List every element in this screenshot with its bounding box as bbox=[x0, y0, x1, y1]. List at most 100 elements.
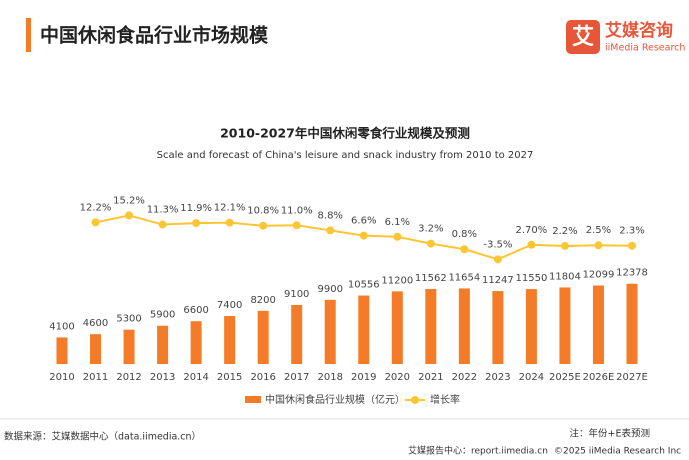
growth-label: 12.2% bbox=[80, 202, 112, 213]
x-tick-label: 2027E bbox=[616, 372, 648, 383]
growth-label: 2.2% bbox=[552, 226, 577, 237]
growth-point bbox=[594, 241, 603, 250]
bar-label: 7400 bbox=[217, 300, 242, 311]
legend-label: 增长率 bbox=[430, 393, 460, 406]
growth-point bbox=[292, 221, 301, 230]
chart-subtitle: Scale and forecast of China's leisure an… bbox=[157, 150, 534, 161]
growth-label: 10.8% bbox=[247, 206, 279, 217]
bar bbox=[123, 329, 135, 364]
growth-point bbox=[560, 241, 569, 250]
x-tick-label: 2012 bbox=[116, 372, 141, 383]
growth-label: -3.5% bbox=[483, 239, 512, 250]
x-tick-label: 2013 bbox=[150, 372, 175, 383]
bar-label: 5300 bbox=[116, 314, 141, 325]
logo-icon bbox=[566, 20, 600, 54]
growth-label: 12.1% bbox=[214, 203, 246, 214]
x-tick-label: 2022 bbox=[452, 372, 477, 383]
report: 艾媒报告中心：report.iimedia.cn bbox=[408, 445, 548, 457]
x-tick-label: 2011 bbox=[83, 372, 108, 383]
x-tick-label: 2023 bbox=[485, 372, 510, 383]
bar bbox=[458, 288, 470, 364]
growth-label: 15.2% bbox=[113, 195, 145, 206]
bar-label: 11550 bbox=[516, 273, 548, 284]
x-tick-label: 2024 bbox=[519, 372, 544, 383]
bar-label: 4600 bbox=[83, 318, 108, 329]
x-tick-label: 2014 bbox=[183, 372, 208, 383]
growth-label: 3.2% bbox=[418, 224, 443, 235]
bar bbox=[525, 289, 537, 364]
bar bbox=[324, 299, 336, 364]
x-tick-label: 2020 bbox=[385, 372, 410, 383]
growth-label: 11.3% bbox=[147, 205, 179, 216]
note: 注：年份+E表预测 bbox=[570, 428, 650, 440]
x-tick-label: 2019 bbox=[351, 372, 376, 383]
growth-point bbox=[192, 219, 201, 228]
bar bbox=[391, 291, 403, 364]
bar-label: 9900 bbox=[318, 284, 343, 295]
growth-label: 6.6% bbox=[351, 216, 376, 227]
legend-label: 中国休闲食品行业规模（亿元） bbox=[265, 393, 405, 406]
logo-mark: 艾 bbox=[572, 25, 594, 50]
growth-label: 2.5% bbox=[586, 225, 611, 236]
growth-label: 2.70% bbox=[516, 225, 548, 236]
bar bbox=[190, 321, 202, 364]
bar-label: 9100 bbox=[284, 289, 309, 300]
bar-label: 4100 bbox=[49, 321, 74, 332]
x-tick-label: 2021 bbox=[418, 372, 443, 383]
bar bbox=[592, 285, 604, 364]
bar-label: 12378 bbox=[616, 268, 648, 279]
legend-swatch bbox=[245, 396, 261, 403]
bar-label: 11804 bbox=[549, 271, 581, 282]
bar bbox=[157, 325, 169, 364]
logo-en: iiMedia Research bbox=[605, 43, 685, 54]
bar-label: 11562 bbox=[415, 273, 447, 284]
bar-label: 6600 bbox=[183, 305, 208, 316]
x-tick-label: 2018 bbox=[318, 372, 343, 383]
bar bbox=[492, 291, 504, 364]
growth-point bbox=[527, 240, 536, 249]
growth-point bbox=[259, 221, 268, 230]
growth-point bbox=[326, 226, 335, 235]
growth-label: 8.8% bbox=[318, 210, 343, 221]
bar-label: 8200 bbox=[250, 295, 275, 306]
bar-label: 11200 bbox=[381, 275, 413, 286]
growth-point bbox=[125, 211, 134, 220]
bar bbox=[291, 304, 303, 364]
bar bbox=[90, 334, 102, 364]
growth-point bbox=[225, 218, 234, 227]
bar bbox=[224, 316, 236, 364]
source: 数据来源：艾媒数据中心（data.iimedia.cn） bbox=[4, 431, 201, 443]
bar bbox=[626, 283, 638, 364]
logo-name: 艾媒咨询 bbox=[605, 20, 673, 41]
legend-swatch bbox=[411, 396, 419, 404]
chart-title: 2010-2027年中国休闲零食行业规模及预测 bbox=[220, 126, 470, 141]
bar-label: 12099 bbox=[583, 270, 615, 281]
copyright: ©2025 iiMedia Research Inc bbox=[554, 447, 681, 457]
x-tick-label: 2016 bbox=[250, 372, 275, 383]
bar bbox=[425, 289, 437, 364]
growth-point bbox=[91, 218, 100, 227]
growth-point bbox=[426, 239, 435, 248]
growth-label: 11.0% bbox=[281, 205, 313, 216]
growth-point bbox=[359, 231, 368, 240]
bar bbox=[358, 295, 370, 364]
page-title: 中国休闲食品行业市场规模 bbox=[40, 24, 269, 47]
bar-label: 5900 bbox=[150, 310, 175, 321]
growth-point bbox=[460, 245, 469, 254]
x-tick-label: 2017 bbox=[284, 372, 309, 383]
growth-label: 0.8% bbox=[452, 229, 477, 240]
title-accent bbox=[26, 18, 31, 52]
bar bbox=[56, 337, 68, 364]
growth-label: 2.3% bbox=[619, 226, 644, 237]
x-tick-label: 2025E bbox=[549, 372, 581, 383]
growth-label: 6.1% bbox=[385, 217, 410, 228]
bar bbox=[559, 287, 571, 364]
growth-label: 11.9% bbox=[180, 203, 212, 214]
x-tick-label: 2026E bbox=[583, 372, 615, 383]
x-tick-label: 2015 bbox=[217, 372, 242, 383]
bar-label: 10556 bbox=[348, 280, 380, 291]
growth-point bbox=[393, 232, 402, 241]
bar bbox=[257, 310, 269, 364]
